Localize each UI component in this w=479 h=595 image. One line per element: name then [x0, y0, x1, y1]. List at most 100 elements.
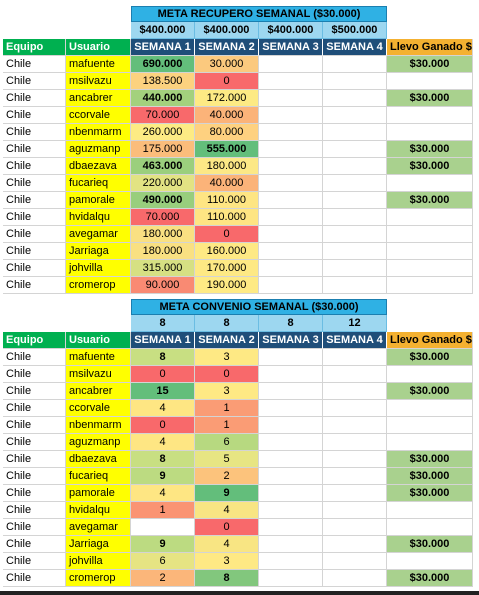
convenio-team-cell[interactable]: Chile	[3, 366, 66, 383]
recupero-user-cell[interactable]: ancabrer	[66, 90, 131, 107]
recupero-cell-s2[interactable]: 110.000	[195, 192, 259, 209]
recupero-cell-s4[interactable]	[323, 90, 387, 107]
convenio-target-semana-2[interactable]: 8	[195, 315, 259, 332]
convenio-ganado-cell[interactable]: $30.000	[387, 383, 473, 400]
recupero-cell-s1[interactable]: 90.000	[131, 277, 195, 294]
recupero-cell-s3[interactable]	[259, 124, 323, 141]
convenio-cell-s3[interactable]	[259, 400, 323, 417]
recupero-cell-s2[interactable]: 190.000	[195, 277, 259, 294]
convenio-cell-s4[interactable]	[323, 502, 387, 519]
convenio-user-cell[interactable]: dbaezava	[66, 451, 131, 468]
recupero-team-cell[interactable]: Chile	[3, 90, 66, 107]
recupero-cell-s1[interactable]: 70.000	[131, 209, 195, 226]
recupero-cell-s4[interactable]	[323, 209, 387, 226]
convenio-cell-s3[interactable]	[259, 434, 323, 451]
recupero-cell-s4[interactable]	[323, 73, 387, 90]
convenio-ganado-cell[interactable]: $30.000	[387, 451, 473, 468]
recupero-cell-s3[interactable]	[259, 73, 323, 90]
recupero-header-llevo-ganado[interactable]: Llevo Ganado $	[387, 39, 473, 56]
recupero-user-cell[interactable]: hvidalqu	[66, 209, 131, 226]
convenio-team-cell[interactable]: Chile	[3, 570, 66, 587]
recupero-cell-s2[interactable]: 80.000	[195, 124, 259, 141]
recupero-cell-s3[interactable]	[259, 175, 323, 192]
recupero-cell-s3[interactable]	[259, 158, 323, 175]
convenio-cell-s3[interactable]	[259, 536, 323, 553]
convenio-user-cell[interactable]: hvidalqu	[66, 502, 131, 519]
convenio-user-cell[interactable]: johvilla	[66, 553, 131, 570]
recupero-cell-s1[interactable]: 690.000	[131, 56, 195, 73]
recupero-team-cell[interactable]: Chile	[3, 73, 66, 90]
recupero-cell-s4[interactable]	[323, 141, 387, 158]
convenio-cell-s4[interactable]	[323, 400, 387, 417]
convenio-ganado-cell[interactable]	[387, 519, 473, 536]
convenio-team-cell[interactable]: Chile	[3, 502, 66, 519]
recupero-cell-s4[interactable]	[323, 124, 387, 141]
recupero-ganado-cell[interactable]	[387, 209, 473, 226]
recupero-target-semana-3[interactable]: $400.000	[259, 22, 323, 39]
convenio-cell-s2[interactable]: 0	[195, 366, 259, 383]
convenio-cell-s1[interactable]: 8	[131, 451, 195, 468]
recupero-header-semana-4[interactable]: SEMANA 4	[323, 39, 387, 56]
convenio-target-semana-1[interactable]: 8	[131, 315, 195, 332]
recupero-cell-s2[interactable]: 160.000	[195, 243, 259, 260]
recupero-cell-s2[interactable]: 180.000	[195, 158, 259, 175]
convenio-title[interactable]: META CONVENIO SEMANAL ($30.000)	[131, 299, 387, 315]
recupero-cell-s4[interactable]	[323, 158, 387, 175]
convenio-cell-s3[interactable]	[259, 383, 323, 400]
convenio-cell-s4[interactable]	[323, 536, 387, 553]
recupero-cell-s3[interactable]	[259, 226, 323, 243]
convenio-cell-s1[interactable]: 2	[131, 570, 195, 587]
convenio-target-semana-3[interactable]: 8	[259, 315, 323, 332]
recupero-team-cell[interactable]: Chile	[3, 175, 66, 192]
recupero-cell-s2[interactable]: 170.000	[195, 260, 259, 277]
convenio-ganado-cell[interactable]: $30.000	[387, 570, 473, 587]
recupero-user-cell[interactable]: aguzmanp	[66, 141, 131, 158]
convenio-header-semana-1[interactable]: SEMANA 1	[131, 332, 195, 349]
recupero-ganado-cell[interactable]: $30.000	[387, 158, 473, 175]
convenio-ganado-cell[interactable]	[387, 502, 473, 519]
recupero-ganado-cell[interactable]	[387, 175, 473, 192]
convenio-cell-s3[interactable]	[259, 366, 323, 383]
convenio-cell-s1[interactable]: 8	[131, 349, 195, 366]
convenio-cell-s3[interactable]	[259, 502, 323, 519]
convenio-cell-s4[interactable]	[323, 383, 387, 400]
convenio-user-cell[interactable]: aguzmanp	[66, 434, 131, 451]
recupero-cell-s4[interactable]	[323, 192, 387, 209]
recupero-cell-s1[interactable]: 70.000	[131, 107, 195, 124]
recupero-user-cell[interactable]: cromerop	[66, 277, 131, 294]
convenio-cell-s2[interactable]: 3	[195, 383, 259, 400]
recupero-user-cell[interactable]: pamorale	[66, 192, 131, 209]
convenio-cell-s2[interactable]: 1	[195, 417, 259, 434]
recupero-team-cell[interactable]: Chile	[3, 260, 66, 277]
convenio-team-cell[interactable]: Chile	[3, 536, 66, 553]
convenio-user-cell[interactable]: ancabrer	[66, 383, 131, 400]
convenio-cell-s3[interactable]	[259, 519, 323, 536]
convenio-cell-s1[interactable]	[131, 519, 195, 536]
recupero-cell-s2[interactable]: 0	[195, 73, 259, 90]
recupero-cell-s4[interactable]	[323, 243, 387, 260]
convenio-cell-s2[interactable]: 6	[195, 434, 259, 451]
convenio-user-cell[interactable]: fucarieq	[66, 468, 131, 485]
convenio-ganado-cell[interactable]	[387, 417, 473, 434]
convenio-cell-s1[interactable]: 9	[131, 536, 195, 553]
convenio-cell-s2[interactable]: 5	[195, 451, 259, 468]
recupero-cell-s2[interactable]: 40.000	[195, 175, 259, 192]
recupero-user-cell[interactable]: dbaezava	[66, 158, 131, 175]
recupero-ganado-cell[interactable]	[387, 124, 473, 141]
convenio-cell-s1[interactable]: 0	[131, 366, 195, 383]
recupero-header-usuario[interactable]: Usuario	[66, 39, 131, 56]
recupero-cell-s1[interactable]: 180.000	[131, 243, 195, 260]
recupero-cell-s4[interactable]	[323, 107, 387, 124]
convenio-user-cell[interactable]: avegamar	[66, 519, 131, 536]
convenio-cell-s4[interactable]	[323, 468, 387, 485]
convenio-team-cell[interactable]: Chile	[3, 468, 66, 485]
recupero-team-cell[interactable]: Chile	[3, 158, 66, 175]
recupero-cell-s4[interactable]	[323, 260, 387, 277]
recupero-user-cell[interactable]: mafuente	[66, 56, 131, 73]
recupero-cell-s2[interactable]: 172.000	[195, 90, 259, 107]
recupero-cell-s2[interactable]: 110.000	[195, 209, 259, 226]
recupero-target-semana-2[interactable]: $400.000	[195, 22, 259, 39]
convenio-cell-s3[interactable]	[259, 451, 323, 468]
recupero-user-cell[interactable]: ccorvale	[66, 107, 131, 124]
convenio-user-cell[interactable]: pamorale	[66, 485, 131, 502]
